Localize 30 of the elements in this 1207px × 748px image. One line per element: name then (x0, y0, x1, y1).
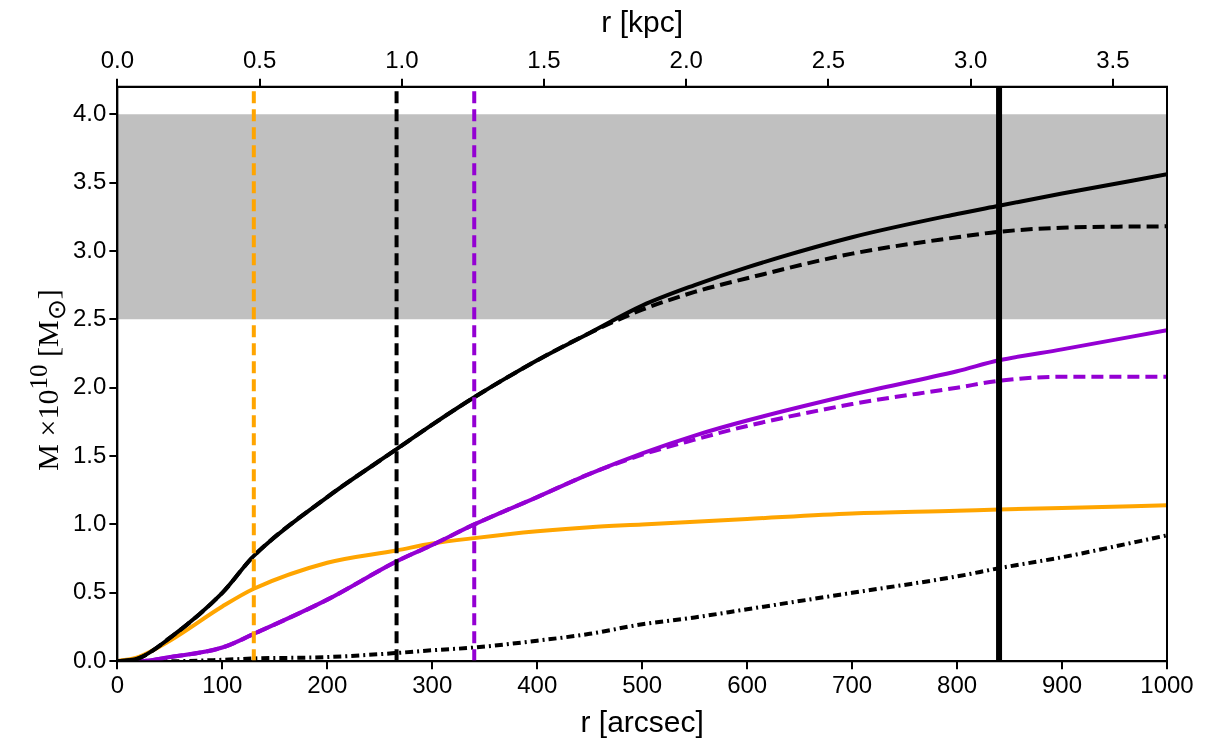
y-tick-label: 4.0 (72, 98, 107, 126)
x-tick-label: 900 (1042, 671, 1083, 699)
x2-tick-label: 3.0 (954, 46, 988, 74)
x-tick-label: 400 (517, 671, 558, 699)
x2-axis-title: r [kpc] (601, 5, 684, 39)
x-tick-label: 800 (937, 671, 978, 699)
x-axis-title: r [arcsec] (580, 705, 704, 739)
x-tick-label: 0 (110, 671, 125, 699)
x-tick-label: 600 (727, 671, 768, 699)
y-tick-label: 0.0 (72, 645, 107, 673)
x-tick-label: 1000 (1140, 671, 1194, 699)
x2-tick-label: 1.0 (385, 46, 419, 74)
x-tick-label: 100 (202, 671, 243, 699)
x2-tick-label: 0.0 (100, 46, 135, 74)
x-tick-label: 200 (307, 671, 348, 699)
y-tick-label: 2.0 (72, 372, 107, 400)
y-tick-label: 3.0 (72, 235, 107, 263)
y-tick-label: 2.5 (72, 303, 107, 331)
x-tick-label: 300 (412, 671, 453, 699)
y-tick-label: 0.5 (72, 577, 107, 605)
x2-tick-label: 2.5 (811, 46, 846, 74)
x2-tick-label: 3.5 (1096, 46, 1130, 74)
x-tick-label: 500 (622, 671, 663, 699)
x2-tick-label: 0.5 (242, 46, 277, 74)
x-tick-label: 700 (832, 671, 873, 699)
y-tick-label: 3.5 (72, 167, 107, 195)
x2-tick-label: 1.5 (527, 46, 561, 74)
y-tick-label: 1.5 (72, 440, 107, 468)
x2-tick-label: 2.0 (669, 46, 703, 74)
y-tick-label: 1.0 (72, 509, 107, 537)
